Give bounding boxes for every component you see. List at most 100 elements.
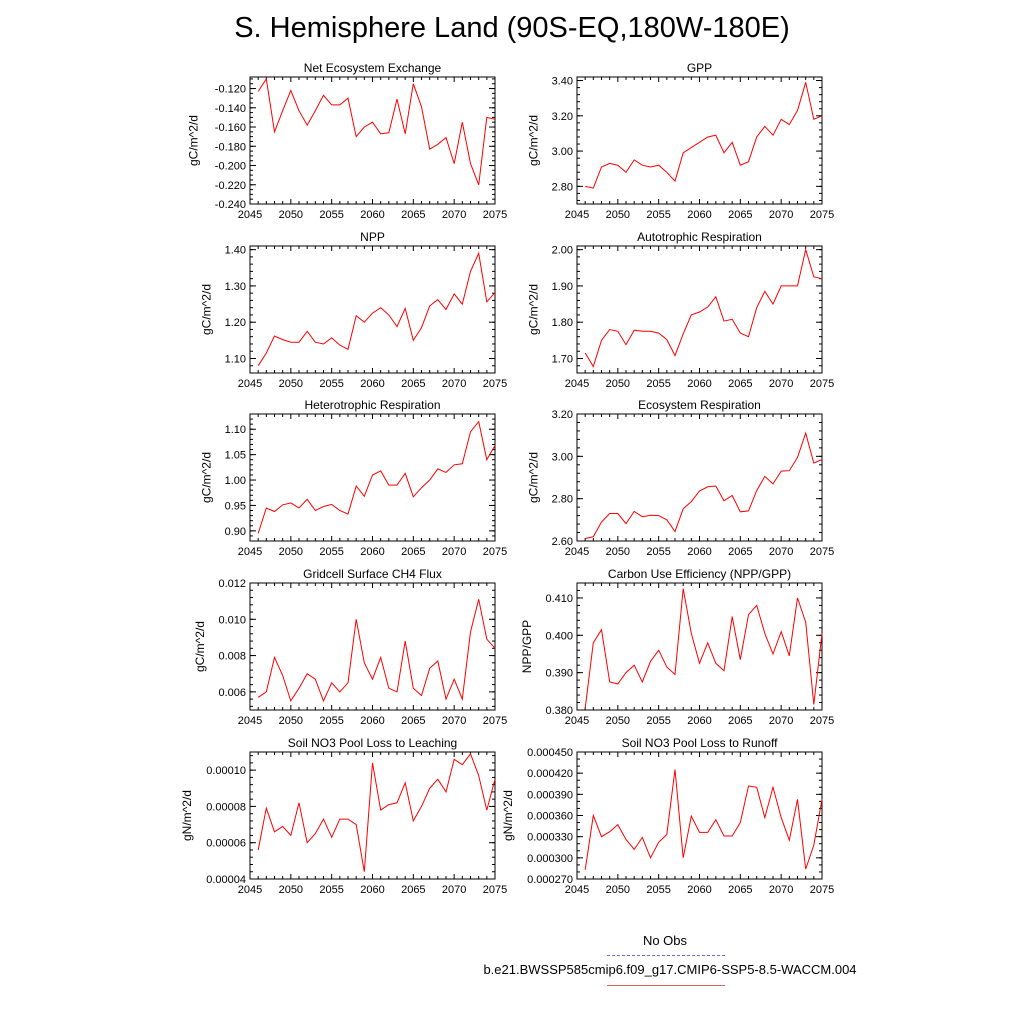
- y-tick-label: 0.000300: [527, 853, 573, 865]
- chart-title: Soil NO3 Pool Loss to Runoff: [622, 736, 779, 750]
- y-axis-label: gC/m^2/d: [187, 115, 201, 166]
- x-tick-label: 2045: [238, 378, 262, 390]
- y-tick-label: -0.140: [215, 103, 246, 115]
- series-line: [257, 752, 496, 872]
- x-tick-label: 2060: [687, 546, 711, 558]
- page-title: S. Hemisphere Land (90S-EQ,180W-180E): [234, 12, 790, 44]
- y-axis-label: gC/m^2/d: [193, 621, 207, 672]
- y-tick-label: 1.30: [225, 281, 246, 293]
- y-tick-label: 1.90: [552, 281, 573, 293]
- chart-title: GPP: [687, 61, 712, 75]
- series-line: [257, 251, 496, 366]
- y-tick-label: 3.20: [552, 111, 573, 123]
- y-tick-label: 1.70: [552, 353, 573, 365]
- series-line: [584, 247, 823, 368]
- y-tick-label: 0.000420: [527, 768, 573, 780]
- y-axis-label: gN/m^2/d: [501, 790, 515, 841]
- x-tick-label: 2075: [483, 209, 507, 221]
- y-tick-label: 1.00: [225, 475, 246, 487]
- y-tick-label: -0.160: [215, 122, 246, 134]
- y-tick-label: 1.10: [225, 353, 246, 365]
- y-tick-label: 2.80: [552, 181, 573, 193]
- chart-title: NPP: [360, 230, 385, 244]
- chart-panel-3: NPP 2045 2050 2055 2060 2065 2070 2075 1.10 1.20 1…: [199, 230, 507, 390]
- chart-title: Net Ecosystem Exchange: [304, 61, 442, 75]
- x-tick-label: 2070: [442, 209, 466, 221]
- chart-panel-2: GPP 2045 2050 2055 2060 2065 2070 2075 2.80 3.00 3…: [526, 61, 834, 221]
- x-tick-label: 2065: [401, 209, 425, 221]
- y-tick-label: -0.120: [215, 84, 246, 96]
- chart-title: Heterotrophic Respiration: [304, 398, 440, 412]
- x-tick-label: 2060: [360, 715, 384, 727]
- x-tick-label: 2045: [238, 715, 262, 727]
- x-tick-label: 2060: [360, 209, 384, 221]
- x-tick-label: 2065: [728, 715, 752, 727]
- x-tick-label: 2055: [319, 209, 343, 221]
- y-tick-label: 1.10: [225, 424, 246, 436]
- plot-frame: [576, 413, 823, 542]
- y-tick-label: -0.220: [215, 180, 246, 192]
- x-tick-label: 2075: [810, 378, 834, 390]
- plot-frame: [249, 245, 496, 374]
- plot-frame: [576, 582, 823, 711]
- y-tick-label: 1.20: [225, 317, 246, 329]
- y-tick-label: 0.00008: [206, 801, 246, 813]
- x-tick-label: 2050: [279, 378, 303, 390]
- x-tick-label: 2055: [646, 715, 670, 727]
- y-tick-label: -0.200: [215, 161, 246, 173]
- plot-frame: [249, 582, 496, 711]
- chart-title: Gridcell Surface CH4 Flux: [303, 567, 442, 581]
- x-tick-label: 2050: [279, 715, 303, 727]
- x-tick-label: 2075: [483, 884, 507, 896]
- x-tick-label: 2050: [606, 715, 630, 727]
- x-tick-label: 2075: [810, 546, 834, 558]
- x-tick-label: 2075: [483, 378, 507, 390]
- y-tick-label: 0.00004: [206, 874, 246, 886]
- series-line: [257, 77, 496, 185]
- chart-title: Carbon Use Efficiency (NPP/GPP): [608, 567, 791, 581]
- x-tick-label: 2065: [728, 378, 752, 390]
- x-tick-label: 2075: [483, 546, 507, 558]
- x-tick-label: 2065: [401, 715, 425, 727]
- x-tick-label: 2055: [319, 546, 343, 558]
- chart-panel-10: Soil NO3 Pool Loss to Runoff 2045 2050 2055…: [501, 736, 834, 896]
- x-tick-label: 2060: [687, 715, 711, 727]
- y-tick-label: 0.000270: [527, 874, 573, 886]
- x-tick-label: 2065: [401, 378, 425, 390]
- x-tick-label: 2055: [646, 546, 670, 558]
- x-tick-label: 2045: [565, 884, 589, 896]
- y-tick-label: -0.180: [215, 141, 246, 153]
- plot-frame: [576, 245, 823, 374]
- x-tick-label: 2050: [279, 884, 303, 896]
- y-tick-label: 0.000390: [527, 789, 573, 801]
- y-tick-label: 0.012: [218, 578, 246, 590]
- series-line: [584, 769, 823, 870]
- chart-panel-6: Ecosystem Respiration 2045 2050 2055 2060 206…: [526, 398, 834, 558]
- chart-panel-9: Soil NO3 Pool Loss to Leaching 2045 2050 20…: [180, 736, 507, 896]
- x-tick-label: 2060: [360, 378, 384, 390]
- x-tick-label: 2070: [442, 546, 466, 558]
- x-tick-label: 2065: [728, 209, 752, 221]
- y-tick-label: 0.00010: [206, 765, 246, 777]
- x-tick-label: 2075: [810, 715, 834, 727]
- x-tick-label: 2075: [483, 715, 507, 727]
- y-tick-label: 0.000330: [527, 832, 573, 844]
- y-tick-label: 0.008: [218, 651, 246, 663]
- x-tick-label: 2070: [769, 209, 793, 221]
- x-tick-label: 2070: [769, 884, 793, 896]
- y-tick-label: 0.000450: [527, 747, 573, 759]
- y-axis-label: gC/m^2/d: [199, 284, 213, 335]
- y-axis-label: gC/m^2/d: [526, 452, 540, 503]
- y-axis-label: gN/m^2/d: [180, 790, 194, 841]
- plot-frame: [249, 413, 496, 542]
- chart-panel-1: Net Ecosystem Exchange 2045 2050 2055 2060 20…: [187, 61, 508, 221]
- y-tick-label: 2.60: [552, 536, 573, 548]
- y-tick-label: 0.400: [545, 630, 573, 642]
- legend-run-line: [607, 985, 725, 986]
- x-tick-label: 2055: [319, 378, 343, 390]
- y-tick-label: 0.95: [225, 500, 246, 512]
- chart-title: Ecosystem Respiration: [638, 398, 761, 412]
- chart-title: Soil NO3 Pool Loss to Leaching: [288, 736, 457, 750]
- y-tick-label: 1.80: [552, 317, 573, 329]
